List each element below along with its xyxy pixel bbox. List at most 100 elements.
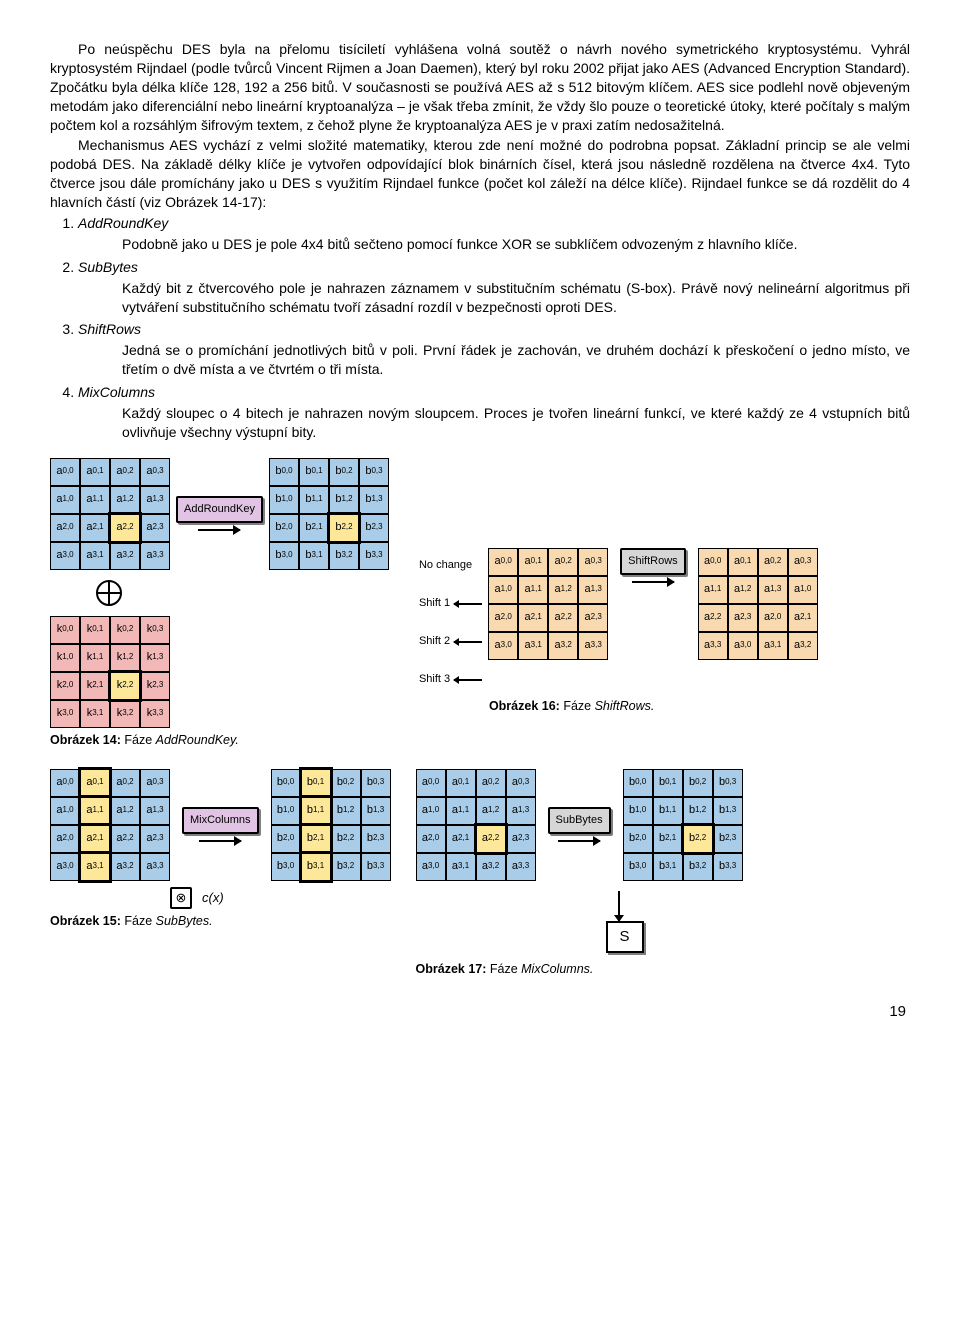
grid-cell: a3,1: [80, 542, 110, 570]
step-desc: Každý sloupec o 4 bitech je nahrazen nov…: [122, 404, 910, 442]
diagrams-area: a0,0a0,1a0,2a0,3a1,0a1,1a1,2a1,3a2,0a2,1…: [50, 458, 910, 978]
grid-cell: b0,1: [301, 769, 331, 797]
grid-cell: k1,2: [110, 644, 140, 672]
grid-cell: a1,2: [548, 576, 578, 604]
grid-cell: a3,3: [140, 853, 170, 881]
grid-cell: a0,1: [80, 769, 110, 797]
grid-cell: b2,2: [331, 825, 361, 853]
grid-cell: a3,1: [758, 632, 788, 660]
grid-cell: a3,0: [488, 632, 518, 660]
grid-cell: b0,1: [299, 458, 329, 486]
grid-cell: a2,2: [110, 514, 140, 542]
grid-cell: b2,3: [713, 825, 743, 853]
grid-cell: a3,3: [698, 632, 728, 660]
diagram-addroundkey: a0,0a0,1a0,2a0,3a1,0a1,1a1,2a1,3a2,0a2,1…: [50, 458, 389, 749]
grid-cell: a3,1: [80, 853, 110, 881]
step-addroundkey: AddRoundKey Podobně jako u DES je pole 4…: [78, 214, 910, 254]
grid-cell: a1,1: [80, 797, 110, 825]
grid-cell: k2,3: [140, 672, 170, 700]
s-box: S: [606, 921, 644, 953]
grid-cell: a1,0: [50, 797, 80, 825]
grid-cell: a2,1: [80, 825, 110, 853]
grid-cell: b3,0: [269, 542, 299, 570]
caption-14: Obrázek 14: Fáze AddRoundKey.: [50, 732, 239, 749]
grid-cell: k3,0: [50, 700, 80, 728]
caption-16: Obrázek 16: Fáze ShiftRows.: [489, 698, 654, 715]
grid-cell: k1,0: [50, 644, 80, 672]
grid-cell: k0,2: [110, 616, 140, 644]
grid-cell: a1,0: [488, 576, 518, 604]
step-desc: Jedná se o promíchání jednotlivých bitů …: [122, 341, 910, 379]
grid-cell: a1,2: [110, 486, 140, 514]
grid-cell: a0,0: [488, 548, 518, 576]
op-addroundkey: AddRoundKey: [176, 496, 263, 523]
grid-cell: a3,2: [788, 632, 818, 660]
grid-cell: b2,1: [301, 825, 331, 853]
grid-cell: b0,3: [361, 769, 391, 797]
grid-cell: a0,3: [506, 769, 536, 797]
grid-cell: a3,3: [578, 632, 608, 660]
grid-cell: a1,3: [140, 486, 170, 514]
grid-cell: k3,2: [110, 700, 140, 728]
state-grid-b: b0,0b0,1b0,2b0,3b1,0b1,1b1,2b1,3b2,0b2,1…: [269, 458, 389, 570]
grid-cell: a2,0: [50, 514, 80, 542]
grid-cell: a0,2: [548, 548, 578, 576]
diagram-subbytes: a0,0a0,1a0,2a0,3a1,0a1,1a1,2a1,3a2,0a2,1…: [416, 769, 743, 978]
grid-cell: b1,1: [299, 486, 329, 514]
grid-cell: a2,2: [698, 604, 728, 632]
caption-17: Obrázek 17: Fáze MixColumns.: [416, 961, 594, 978]
subbytes-grid-b: b0,0b0,1b0,2b0,3b1,0b1,1b1,2b1,3b2,0b2,1…: [623, 769, 743, 881]
grid-cell: b3,1: [299, 542, 329, 570]
shift-labels: No change Shift 1 Shift 2 Shift 3: [419, 548, 482, 694]
diagram-mixcolumns: a0,0a0,1a0,2a0,3a1,0a1,1a1,2a1,3a2,0a2,1…: [50, 769, 391, 930]
arrow-icon: [632, 581, 674, 583]
grid-cell: b2,0: [269, 514, 299, 542]
grid-cell: a2,3: [728, 604, 758, 632]
grid-cell: a0,0: [698, 548, 728, 576]
grid-cell: a3,3: [506, 853, 536, 881]
step-title: SubBytes: [78, 259, 138, 275]
page-number: 19: [50, 1002, 910, 1022]
grid-cell: b1,2: [329, 486, 359, 514]
grid-cell: a0,1: [518, 548, 548, 576]
grid-cell: a1,1: [518, 576, 548, 604]
grid-cell: a3,0: [50, 542, 80, 570]
paragraph-1: Po neúspěchu DES byla na přelomu tisícil…: [50, 40, 910, 134]
grid-cell: a2,1: [80, 514, 110, 542]
xor-icon: [96, 580, 122, 606]
otimes-icon: ⊗: [170, 887, 192, 909]
grid-cell: b0,1: [653, 769, 683, 797]
state-grid-a: a0,0a0,1a0,2a0,3a1,0a1,1a1,2a1,3a2,0a2,1…: [50, 458, 170, 570]
caption-15: Obrázek 15: Fáze SubBytes.: [50, 913, 213, 930]
mixcolumns-grid-b: b0,0b0,1b0,2b0,3b1,0b1,1b1,2b1,3b2,0b2,1…: [271, 769, 391, 881]
grid-cell: a3,2: [110, 542, 140, 570]
grid-cell: a0,3: [140, 458, 170, 486]
grid-cell: b1,3: [713, 797, 743, 825]
op-subbytes: SubBytes: [548, 807, 611, 834]
grid-cell: k0,1: [80, 616, 110, 644]
grid-cell: a0,1: [728, 548, 758, 576]
grid-cell: a1,1: [80, 486, 110, 514]
grid-cell: a1,0: [50, 486, 80, 514]
mixcolumns-grid-a: a0,0a0,1a0,2a0,3a1,0a1,1a1,2a1,3a2,0a2,1…: [50, 769, 170, 881]
grid-cell: a0,3: [788, 548, 818, 576]
grid-cell: a1,3: [578, 576, 608, 604]
grid-cell: a1,3: [758, 576, 788, 604]
grid-cell: k2,1: [80, 672, 110, 700]
step-mixcolumns: MixColumns Každý sloupec o 4 bitech je n…: [78, 383, 910, 442]
grid-cell: b2,3: [361, 825, 391, 853]
shiftrows-grid-out: a0,0a0,1a0,2a0,3a1,1a1,2a1,3a1,0a2,2a2,3…: [698, 548, 818, 660]
grid-cell: b1,0: [271, 797, 301, 825]
grid-cell: a2,2: [476, 825, 506, 853]
grid-cell: b1,2: [331, 797, 361, 825]
grid-cell: a1,2: [110, 797, 140, 825]
grid-cell: a1,1: [698, 576, 728, 604]
step-shiftrows: ShiftRows Jedná se o promíchání jednotli…: [78, 320, 910, 379]
shiftrows-grid-in: a0,0a0,1a0,2a0,3a1,0a1,1a1,2a1,3a2,0a2,1…: [488, 548, 608, 660]
grid-cell: b3,1: [653, 853, 683, 881]
connector-icon: [618, 891, 620, 921]
grid-cell: a0,0: [50, 769, 80, 797]
grid-cell: b0,3: [713, 769, 743, 797]
grid-cell: b3,3: [361, 853, 391, 881]
grid-cell: b3,2: [683, 853, 713, 881]
